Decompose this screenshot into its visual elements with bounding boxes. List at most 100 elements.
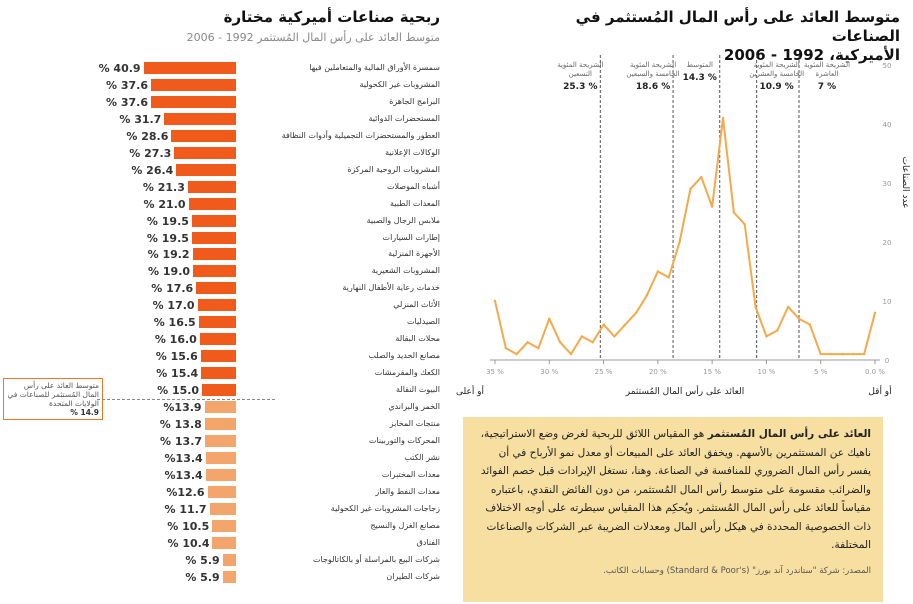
- bar: [212, 519, 236, 532]
- bar-row: % 5.9 شركات البيع بالمراسلة أو بالكاتالوج…: [0, 552, 440, 569]
- bar-row: % 19.0 المشروبات الشعيرية: [0, 263, 440, 280]
- data-point: [548, 317, 551, 320]
- bar-category-label: نشر الكتب: [404, 452, 440, 462]
- bar-category-label: الوكالات الإعلانية: [385, 147, 440, 157]
- bar-value-label: % 31.7: [119, 112, 162, 126]
- note-text: هو المقياس اللائق للربحية لغرض وضع الاست…: [480, 428, 871, 551]
- data-point: [732, 211, 736, 214]
- bar: [222, 553, 236, 566]
- note-bold: العائد على رأس المال المُستثمر: [707, 428, 871, 440]
- bar-value-label: % 26.4: [131, 163, 174, 177]
- data-point: [819, 352, 822, 356]
- x-tick-label: 5 %: [814, 368, 828, 376]
- bar-value-label: %12.6: [166, 485, 205, 499]
- bar-row: %12.6 معدات النفط والغاز: [0, 484, 440, 501]
- bar: [202, 384, 236, 397]
- bar-row: % 37.6 البرامج الجاهزة: [0, 94, 440, 111]
- bar-category-label: ملابس الرجال والصبية: [366, 215, 440, 225]
- right-chart-title: متوسط العائد على رأس المال المُستثمر في …: [540, 8, 900, 65]
- bar-value-label: % 16.5: [153, 316, 196, 330]
- data-point: [754, 305, 757, 309]
- bar-category-label: المشروبات الروحية المركزة: [347, 164, 440, 174]
- bar-row: %13.4 نشر الكتب: [0, 450, 440, 467]
- bar-category-label: المشروبات الشعيرية: [371, 266, 440, 276]
- bar: [151, 78, 236, 91]
- data-point: [526, 341, 529, 344]
- bar-category-label: المعدات الطبية: [390, 198, 440, 208]
- bar-value-label: % 19.2: [147, 248, 190, 262]
- benchmark-callout: متوسط العائد على رأس المال المُستثمر للص…: [3, 378, 103, 420]
- bar-row: % 37.6 المشروبات غير الكحولية: [0, 77, 440, 94]
- bar-value-label: % 5.9: [185, 553, 220, 567]
- bar-category-label: مصانع الغزل والنسيج: [370, 520, 440, 530]
- y-tick-label: 50: [883, 62, 892, 70]
- x-tick-label: 25 %: [595, 368, 613, 376]
- bar-row: % 11.7 زجاجات المشروبات غير الكحولية: [0, 501, 440, 518]
- bar-row: % 19.5 إطارات السيارات: [0, 230, 440, 247]
- bar-value-label: % 11.7: [164, 502, 207, 516]
- bar-category-label: خدمات رعاية الأطفال النهارية: [342, 283, 440, 293]
- bar: [193, 265, 236, 278]
- bar: [212, 536, 236, 549]
- bar: [205, 468, 236, 481]
- bar: [187, 180, 236, 193]
- bar-category-label: المستحضرات الدوائية: [368, 113, 440, 123]
- benchmark-label: متوسط العائد على رأس المال المُستثمر للص…: [7, 381, 99, 408]
- x-tick-label: 30 %: [540, 368, 558, 376]
- bar: [196, 282, 236, 295]
- divider-value: 7 %: [818, 82, 836, 92]
- data-point: [721, 116, 725, 120]
- bar-category-label: الصيدليات: [406, 317, 440, 327]
- y-tick-label: 20: [883, 239, 892, 247]
- divider-label: الشريحة المئوية الخامسة والسبعين: [626, 61, 679, 78]
- data-point: [830, 352, 833, 356]
- bar-row: % 15.4 الكعك والمقرمشات: [0, 365, 440, 382]
- bar-category-label: معدات المختبرات: [381, 469, 440, 479]
- bar-category-label: شركات البيع بالمراسلة أو بالكاتالوجات: [312, 554, 440, 564]
- data-point: [700, 175, 703, 179]
- y-tick-label: 40: [883, 121, 892, 129]
- y-tick-label: 10: [883, 298, 892, 306]
- data-point: [873, 311, 877, 314]
- bar-value-label: % 19.5: [146, 214, 189, 228]
- data-point: [515, 352, 518, 356]
- bar-row: % 10.5 مصانع الغزل والنسيج: [0, 518, 440, 535]
- bar: [174, 146, 236, 159]
- y-tick-label: 0: [885, 357, 889, 365]
- data-point: [786, 305, 790, 309]
- bar-value-label: %13.4: [164, 468, 203, 482]
- divider-value: 25.3 %: [563, 82, 597, 92]
- x-low-label: أو أقل: [868, 385, 891, 397]
- data-point: [602, 323, 605, 326]
- bar: [222, 570, 236, 583]
- data-point: [558, 341, 562, 344]
- bar-value-label: %13.9: [163, 401, 202, 414]
- data-point: [678, 240, 681, 244]
- x-tick-label: 20 %: [649, 368, 667, 376]
- bar-category-label: الأجهزة المنزلية: [388, 249, 440, 259]
- bar-row: %13.4 معدات المختبرات: [0, 467, 440, 484]
- x-tick-label: 15 %: [703, 368, 721, 376]
- bar-row: % 21.3 أشباه الموصلات: [0, 179, 440, 196]
- bar-value-label: % 10.5: [167, 519, 210, 533]
- bar-value-label: % 17.6: [151, 282, 194, 296]
- bar-value-label: % 21.3: [142, 180, 185, 194]
- divider-label: المتوسط: [687, 61, 713, 69]
- bar: [205, 434, 236, 447]
- bar-row: % 19.5 ملابس الرجال والصبية: [0, 213, 440, 230]
- bar-category-label: الأثاث المنزلي: [393, 300, 440, 310]
- divider-value: 14.3 %: [683, 73, 717, 83]
- bar-value-label: % 37.6: [106, 95, 149, 109]
- bar-value-label: % 21.0: [143, 197, 186, 211]
- bar-category-label: مصانع الحديد والصلب: [368, 351, 440, 361]
- divider-value: 10.9 %: [759, 82, 793, 92]
- bar-row: % 26.4 المشروبات الروحية المركزة: [0, 162, 440, 179]
- bar: [198, 316, 236, 329]
- bar-category-label: سمسرة الأوراق المالية والمتعاملين فيها: [309, 63, 440, 72]
- data-point: [504, 347, 508, 350]
- bar-value-label: % 13.8: [159, 417, 202, 431]
- data-point: [591, 341, 594, 344]
- x-tick-label: 10 %: [758, 368, 776, 376]
- bar: [204, 417, 236, 430]
- note-source: المصدر: شركة "ستاندرد آند بورز" (Standar…: [603, 565, 871, 576]
